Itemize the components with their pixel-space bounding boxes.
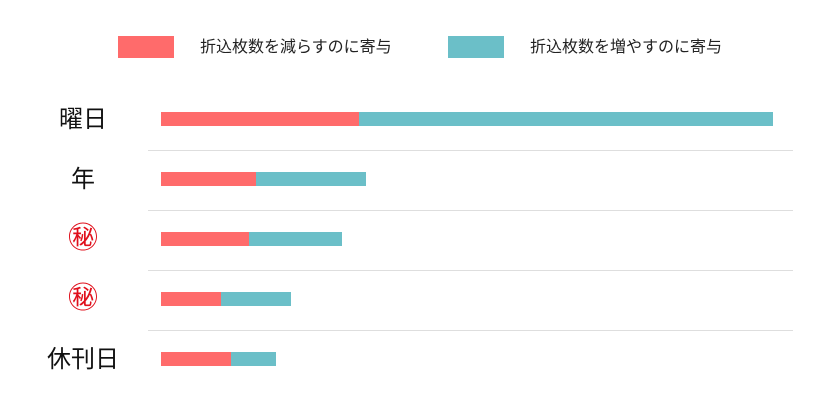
legend-swatch-increase bbox=[448, 36, 504, 58]
bar-decrease bbox=[161, 232, 249, 246]
bar-decrease bbox=[161, 292, 221, 306]
category-label: ㊙ bbox=[68, 281, 98, 316]
bar-increase bbox=[231, 352, 276, 366]
legend-swatch-decrease bbox=[118, 36, 174, 58]
row-divider bbox=[148, 330, 793, 331]
bar-decrease bbox=[161, 112, 359, 126]
legend-label-increase: 折込枚数を増やすのに寄与 bbox=[530, 37, 723, 56]
bar-increase bbox=[256, 172, 366, 186]
category-label: 年 bbox=[71, 165, 95, 193]
legend-label-decrease: 折込枚数を減らすのに寄与 bbox=[200, 37, 392, 56]
row-divider bbox=[148, 150, 793, 151]
category-label: 曜日 bbox=[59, 105, 107, 133]
bar-decrease bbox=[161, 352, 231, 366]
category-label: ㊙ bbox=[68, 221, 98, 256]
bar-increase bbox=[249, 232, 342, 246]
bar-increase bbox=[359, 112, 773, 126]
bar-increase bbox=[221, 292, 291, 306]
category-label: 休刊日 bbox=[47, 345, 119, 373]
bar-decrease bbox=[161, 172, 256, 186]
row-divider bbox=[148, 270, 793, 271]
row-divider bbox=[148, 210, 793, 211]
